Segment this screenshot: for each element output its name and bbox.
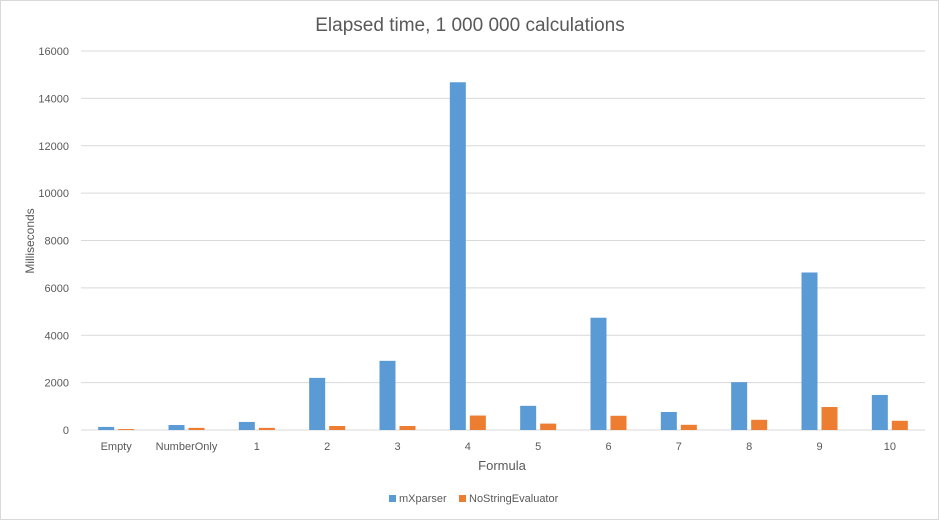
bar-nostringevaluator-2 — [329, 425, 346, 430]
bar-nostringevaluator-9 — [821, 407, 838, 430]
bar-nostringevaluator-10 — [891, 420, 908, 430]
x-axis-tick-labels: Empty NumberOnly 1 2 3 4 5 6 7 8 9 10 — [101, 441, 896, 453]
bar-nostringevaluator-6 — [610, 415, 627, 430]
y-tick-label: 2000 — [45, 378, 69, 390]
bar-nostringevaluator-7 — [680, 424, 697, 430]
x-tick-label: 2 — [324, 441, 330, 453]
y-tick-label: 12000 — [38, 141, 69, 153]
y-axis-label: Milliseconds — [23, 208, 37, 273]
x-tick-label: 10 — [884, 441, 896, 453]
legend: mXparser NoStringEvaluator — [389, 493, 559, 505]
y-tick-label: 4000 — [45, 330, 69, 342]
y-tick-label: 14000 — [38, 93, 69, 105]
bar-mxparser-9 — [801, 272, 818, 430]
bar-mxparser-2 — [309, 377, 326, 430]
legend-label-nostringevaluator: NoStringEvaluator — [469, 493, 559, 505]
gridlines — [81, 50, 925, 431]
x-tick-label: 5 — [535, 441, 541, 453]
y-tick-label: 6000 — [45, 283, 69, 295]
x-tick-label: 9 — [816, 441, 822, 453]
bar-mxparser-6 — [590, 317, 607, 430]
bar-mxparser-10 — [871, 394, 888, 430]
legend-swatch-mxparser — [389, 495, 396, 502]
x-tick-label: 3 — [394, 441, 400, 453]
bar-nostringevaluator-1 — [258, 427, 275, 430]
x-tick-label: 8 — [746, 441, 752, 453]
bar-mxparser-5 — [520, 405, 537, 430]
x-tick-label: 7 — [676, 441, 682, 453]
y-tick-label: 10000 — [38, 188, 69, 200]
y-tick-label: 16000 — [38, 46, 69, 58]
legend-label-mxparser: mXparser — [399, 493, 447, 505]
x-tick-label: 4 — [465, 441, 471, 453]
bar-nostringevaluator-numberonly — [188, 427, 205, 430]
legend-swatch-nostringevaluator — [459, 495, 466, 502]
bar-nostringevaluator-3 — [399, 425, 416, 430]
y-tick-label: 0 — [63, 425, 69, 437]
bar-mxparser-4 — [449, 82, 466, 430]
x-tick-label: NumberOnly — [156, 441, 218, 453]
chart-title: Elapsed time, 1 000 000 calculations — [315, 15, 624, 36]
bar-mxparser-7 — [660, 411, 677, 430]
x-tick-label: 6 — [605, 441, 611, 453]
bar-nostringevaluator-5 — [540, 423, 557, 430]
bar-mxparser-empty — [98, 426, 115, 430]
bar-nostringevaluator-8 — [751, 419, 768, 430]
bar-nostringevaluator-empty — [118, 429, 135, 430]
bar-mxparser-8 — [731, 382, 748, 430]
bar-nostringevaluator-4 — [469, 415, 486, 430]
bar-mxparser-numberonly — [168, 425, 185, 430]
x-axis-label: Formula — [478, 458, 526, 473]
bar-mxparser-3 — [379, 360, 396, 430]
x-tick-label: 1 — [254, 441, 260, 453]
x-tick-label: Empty — [101, 441, 133, 453]
y-tick-label: 8000 — [45, 236, 69, 248]
bar-mxparser-1 — [238, 421, 255, 430]
y-axis-tick-labels: 0 2000 4000 6000 8000 10000 12000 14000 16000 — [38, 46, 69, 437]
bars — [98, 82, 908, 430]
